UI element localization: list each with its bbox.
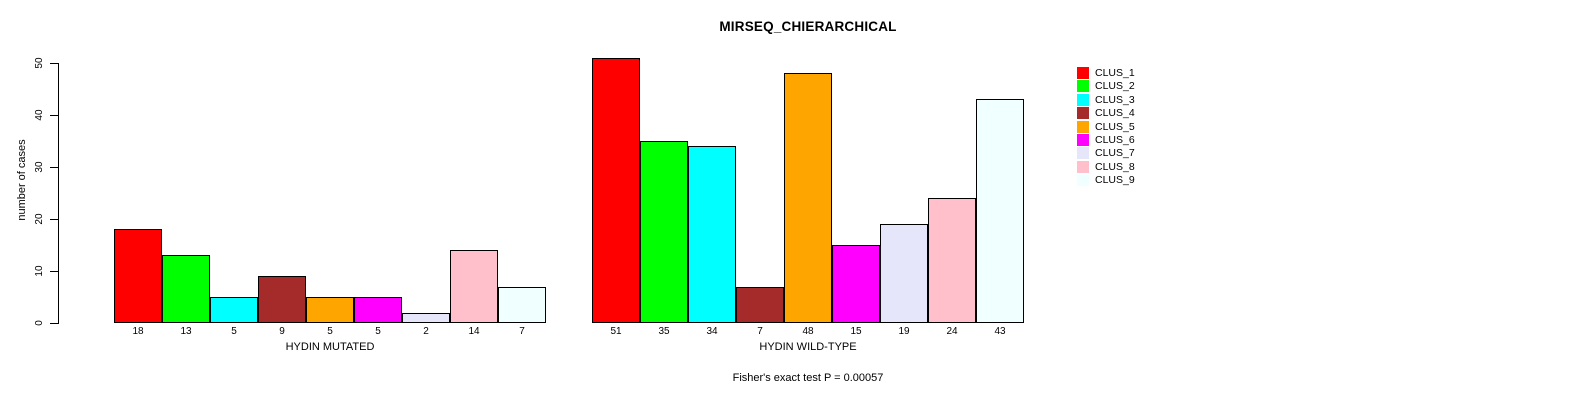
bar-value-label: 35	[658, 326, 670, 337]
x-axis-group-label: HYDIN WILD-TYPE	[759, 341, 857, 353]
legend-item: CLUS_5	[1077, 120, 1135, 133]
bar-value-label: 24	[946, 326, 958, 337]
bar-CLUS_1-hydin-wild-type	[592, 57, 640, 323]
legend-label: CLUS_9	[1095, 174, 1135, 187]
bar-value-label: 5	[327, 326, 333, 337]
legend-label: CLUS_5	[1095, 120, 1135, 133]
legend-label: CLUS_4	[1095, 107, 1135, 120]
bar-CLUS_3-hydin-mutated	[210, 297, 258, 323]
bar-CLUS_5-hydin-wild-type	[784, 73, 832, 323]
bar-CLUS_8-hydin-wild-type	[928, 198, 976, 323]
legend-swatch-CLUS_7	[1077, 147, 1089, 160]
legend-label: CLUS_2	[1095, 80, 1135, 93]
y-tick-label: 0	[34, 320, 45, 326]
y-axis-line	[58, 63, 59, 324]
legend-swatch-CLUS_6	[1077, 134, 1089, 146]
bar-CLUS_2-hydin-wild-type	[640, 141, 688, 323]
bar-value-label: 19	[898, 326, 910, 337]
bar-value-label: 7	[757, 326, 763, 337]
bar-value-label: 7	[519, 326, 525, 337]
legend-item: CLUS_3	[1077, 93, 1135, 106]
y-tick-label: 10	[34, 265, 45, 277]
legend-swatch-CLUS_2	[1077, 80, 1089, 93]
bar-value-label: 13	[180, 326, 192, 337]
legend-label: CLUS_6	[1095, 134, 1135, 146]
bar-CLUS_7-hydin-mutated	[402, 312, 450, 323]
bar-value-label: 43	[994, 326, 1006, 337]
legend-item: CLUS_6	[1077, 134, 1135, 146]
legend-swatch-CLUS_5	[1077, 120, 1089, 133]
legend-swatch-CLUS_4	[1077, 107, 1089, 120]
legend-swatch-CLUS_8	[1077, 160, 1089, 173]
bar-value-label: 14	[468, 326, 480, 337]
legend-label: CLUS_7	[1095, 147, 1135, 160]
bar-CLUS_9-hydin-wild-type	[976, 99, 1024, 323]
legend-swatch-CLUS_1	[1077, 67, 1089, 79]
bar-value-label: 48	[802, 326, 814, 337]
bar-value-label: 18	[132, 326, 144, 337]
annotation-text: Fisher's exact test P = 0.00057	[732, 372, 884, 384]
y-tick-label: 20	[34, 213, 45, 225]
bar-value-label: 5	[231, 326, 237, 337]
legend-item: CLUS_8	[1077, 160, 1135, 173]
y-tick-label: 50	[34, 57, 45, 69]
bar-CLUS_9-hydin-mutated	[498, 286, 546, 323]
legend-swatch-CLUS_9	[1077, 174, 1089, 187]
legend-swatch-CLUS_3	[1077, 93, 1089, 106]
bar-value-label: 51	[610, 326, 622, 337]
bar-CLUS_2-hydin-mutated	[162, 255, 210, 323]
y-tick-mark	[50, 63, 58, 64]
y-tick-label: 40	[34, 109, 45, 121]
bar-value-label: 5	[375, 326, 381, 337]
legend-item: CLUS_4	[1077, 107, 1135, 120]
bar-CLUS_1-hydin-mutated	[114, 229, 162, 323]
y-axis-label: number of cases	[16, 139, 28, 221]
bar-CLUS_7-hydin-wild-type	[880, 224, 928, 323]
bar-CLUS_8-hydin-mutated	[450, 250, 498, 323]
bar-CLUS_5-hydin-mutated	[306, 297, 354, 323]
y-tick-mark	[50, 167, 58, 168]
y-tick-mark	[50, 271, 58, 272]
bar-value-label: 15	[850, 326, 862, 337]
bar-CLUS_4-hydin-mutated	[258, 276, 306, 323]
chart-title: MIRSEQ_CHIERARCHICAL	[719, 19, 897, 34]
y-tick-mark	[50, 115, 58, 116]
legend-label: CLUS_1	[1095, 67, 1135, 79]
legend-label: CLUS_3	[1095, 93, 1135, 106]
bar-value-label: 34	[706, 326, 718, 337]
legend-item: CLUS_1	[1077, 67, 1135, 79]
x-axis-group-label: HYDIN MUTATED	[285, 341, 375, 353]
legend-item: CLUS_2	[1077, 80, 1135, 93]
bar-CLUS_6-hydin-wild-type	[832, 245, 880, 323]
legend-item: CLUS_9	[1077, 174, 1135, 187]
bar-CLUS_4-hydin-wild-type	[736, 286, 784, 323]
bar-CLUS_3-hydin-wild-type	[688, 146, 736, 323]
bar-value-label: 2	[423, 326, 429, 337]
bar-CLUS_6-hydin-mutated	[354, 297, 402, 323]
legend-item: CLUS_7	[1077, 147, 1135, 160]
bar-value-label: 9	[279, 326, 285, 337]
y-tick-mark	[50, 219, 58, 220]
y-tick-label: 30	[34, 161, 45, 173]
y-tick-mark	[50, 323, 58, 324]
legend-label: CLUS_8	[1095, 160, 1135, 173]
